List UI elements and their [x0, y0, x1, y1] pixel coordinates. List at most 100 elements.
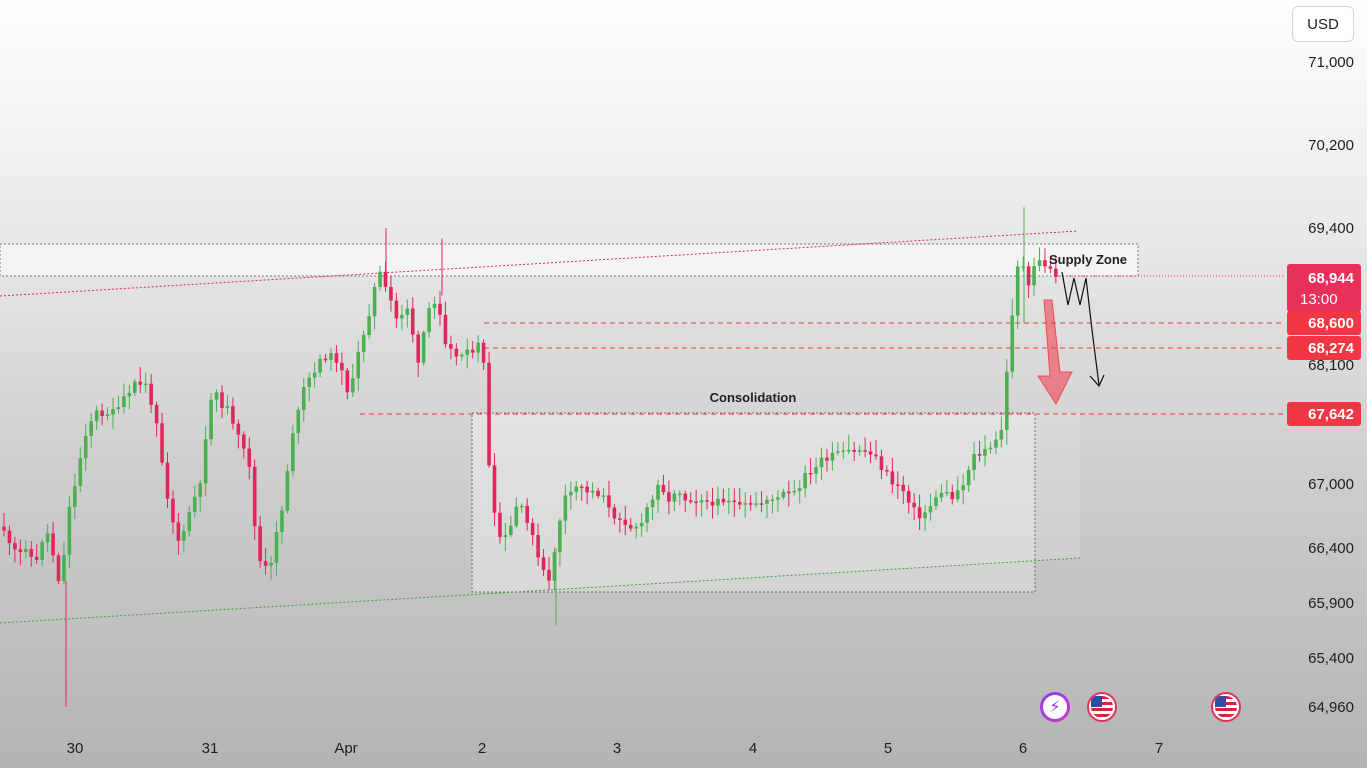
candle: [187, 506, 192, 537]
time-axis: 30 31 Apr 2 3 4 5 6 7: [67, 740, 1164, 757]
candle: [83, 423, 88, 472]
candle: [94, 405, 99, 431]
candle: [917, 494, 922, 530]
candle: [759, 491, 764, 512]
candle-body: [100, 410, 104, 416]
candle-body: [737, 502, 742, 505]
candle: [514, 497, 519, 529]
candle-body: [585, 486, 589, 493]
candle: [934, 490, 938, 511]
candle-body: [465, 349, 470, 355]
candle: [214, 389, 219, 412]
candle-body: [634, 526, 638, 529]
support-trendline[interactable]: [0, 557, 1081, 624]
candle: [797, 480, 802, 504]
candle: [906, 485, 911, 514]
candle: [743, 492, 747, 518]
candle-body: [122, 396, 126, 408]
candle-body: [29, 548, 34, 557]
candle-body: [340, 362, 344, 371]
candle: [1005, 359, 1009, 445]
candle: [291, 424, 295, 477]
candle-body: [367, 316, 371, 336]
candle-body: [972, 453, 976, 470]
candle-body: [519, 505, 524, 508]
candle-body: [394, 300, 399, 319]
candle: [710, 487, 715, 519]
candle: [683, 490, 688, 513]
time-axis-label: 31: [202, 740, 219, 757]
candle: [955, 476, 960, 503]
candle: [2, 512, 6, 537]
candle: [705, 490, 709, 510]
price-axis-label: 65,400: [1308, 650, 1354, 667]
candle: [623, 505, 628, 536]
candle-body: [40, 542, 44, 560]
consolidation-box[interactable]: [471, 412, 1036, 593]
candle: [416, 330, 420, 378]
candle-body: [961, 485, 965, 491]
candle-body: [24, 548, 28, 552]
candle: [634, 522, 638, 539]
candle-body: [846, 449, 851, 452]
currency-button[interactable]: USD: [1292, 6, 1354, 42]
candle-body: [323, 358, 328, 361]
candle-body: [890, 471, 895, 485]
flash-icon[interactable]: ⚡: [1040, 692, 1070, 722]
candle: [394, 292, 399, 328]
supply-zone-label: Supply Zone: [1049, 252, 1127, 267]
candle-body: [1048, 266, 1053, 269]
candle: [519, 503, 524, 514]
candle-body: [618, 518, 622, 520]
supply-zone-box[interactable]: [0, 243, 1139, 277]
candle: [236, 419, 241, 449]
candle: [231, 397, 235, 430]
candle: [269, 555, 273, 580]
candle: [307, 372, 311, 402]
zones-layer: [0, 243, 1139, 594]
candle: [601, 487, 606, 503]
candle: [400, 304, 404, 331]
drop-arrow-icon[interactable]: [1037, 299, 1073, 406]
candle: [999, 416, 1004, 448]
candle: [961, 474, 965, 505]
candle: [994, 431, 998, 455]
candle: [498, 502, 502, 544]
candle: [688, 492, 693, 504]
candle: [389, 275, 393, 312]
candle: [361, 330, 366, 363]
candle-body: [285, 471, 290, 511]
candle: [988, 441, 993, 454]
candle-body: [182, 531, 186, 541]
candle-body: [705, 500, 709, 502]
candle-body: [830, 452, 835, 461]
candle: [432, 296, 437, 319]
candle: [645, 503, 649, 533]
us-flag-icon[interactable]: [1211, 692, 1241, 722]
us-flag-icon[interactable]: [1087, 692, 1117, 722]
price-axis-label: 65,900: [1308, 595, 1354, 612]
candle: [792, 479, 797, 496]
candle: [874, 440, 878, 460]
price-level-tag: 68,274: [1287, 336, 1361, 360]
projection-path[interactable]: [1061, 271, 1100, 386]
candle-body: [291, 433, 295, 472]
candle: [923, 504, 927, 531]
candle: [667, 480, 671, 515]
candle: [410, 297, 415, 343]
candle-body: [836, 451, 840, 453]
candle: [928, 493, 933, 521]
candle-body: [896, 484, 900, 486]
candle: [836, 442, 840, 456]
candle-body: [176, 522, 181, 541]
candle: [481, 339, 486, 371]
candle: [192, 485, 197, 518]
candle: [13, 536, 17, 563]
candle-body: [797, 488, 802, 491]
candle-body: [552, 552, 557, 581]
candle: [460, 352, 464, 361]
price-axis-label: 71,000: [1308, 54, 1354, 71]
annotations-layer: Consolidation Supply Zone: [710, 252, 1127, 405]
candle-body: [754, 503, 758, 505]
